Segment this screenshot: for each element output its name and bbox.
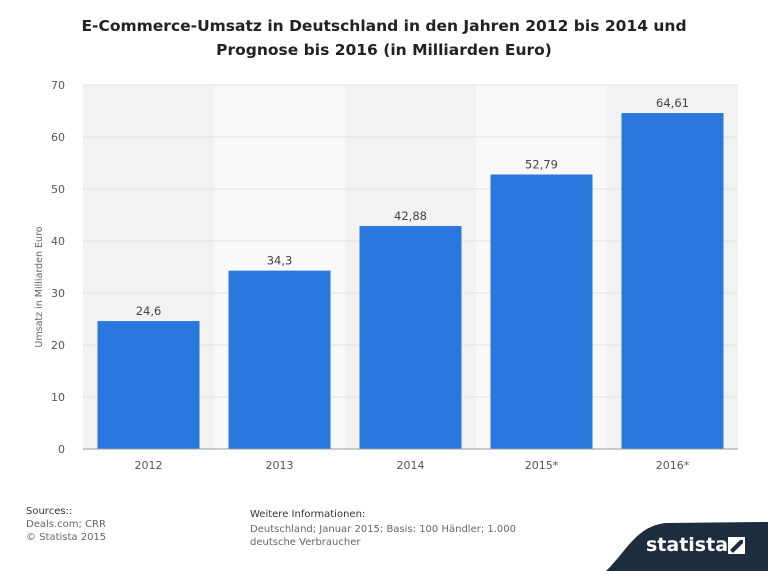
sources-line-1: Deals.com; CRR	[26, 519, 106, 530]
x-tick-label: 2015*	[525, 459, 559, 472]
more-info-block: Weitere Informationen: Deutschland; Janu…	[250, 508, 520, 549]
statista-logo[interactable]: statista	[646, 534, 729, 556]
x-axis-ticks: 2012 2013 2014 2015* 2016*	[135, 459, 690, 472]
bar-value-label: 52,79	[525, 157, 558, 171]
bar-value-label: 24,6	[136, 304, 162, 318]
x-tick-label: 2013	[266, 459, 294, 472]
y-axis-ticks: 0 10 20 30 40 50 60 70	[51, 79, 65, 456]
sources-block: Sources:: Deals.com; CRR © Statista 2015	[26, 505, 106, 544]
y-tick-label: 20	[51, 339, 65, 352]
bar[interactable]	[97, 321, 200, 449]
x-tick-label: 2014	[397, 459, 425, 472]
chart-title-line-1: E-Commerce-Umsatz in Deutschland in den …	[81, 17, 687, 35]
chart-title-line-2: Prognose bis 2016 (in Milliarden Euro)	[216, 41, 552, 59]
bar[interactable]	[621, 113, 724, 449]
y-tick-label: 70	[51, 79, 65, 92]
y-tick-label: 60	[51, 131, 65, 144]
x-tick-label: 2016*	[656, 459, 690, 472]
statista-logo-icon	[728, 537, 745, 554]
y-tick-label: 10	[51, 391, 65, 404]
y-tick-label: 40	[51, 235, 65, 248]
bar-value-label: 42,88	[394, 209, 427, 223]
sources-heading: Sources::	[26, 506, 73, 517]
y-tick-label: 0	[58, 443, 65, 456]
more-info-text: Deutschland; Januar 2015; Basis: 100 Hän…	[250, 524, 517, 548]
x-tick-label: 2012	[135, 459, 163, 472]
y-axis-label: Umsatz in Milliarden Euro	[34, 226, 45, 347]
bar[interactable]	[359, 226, 462, 449]
bar-value-label: 64,61	[656, 96, 689, 110]
y-tick-label: 50	[51, 183, 65, 196]
more-info-heading: Weitere Informationen:	[250, 509, 366, 520]
bar[interactable]	[228, 270, 331, 449]
bar-value-label: 34,3	[267, 254, 293, 268]
data-labels: 24,6 34,3 42,88 52,79 64,61	[136, 96, 689, 318]
sources-line-2: © Statista 2015	[26, 532, 107, 543]
chart-title: E-Commerce-Umsatz in Deutschland in den …	[0, 14, 768, 62]
y-tick-label: 30	[51, 287, 65, 300]
bar[interactable]	[490, 174, 593, 449]
statista-brand-banner	[606, 522, 768, 571]
bars	[97, 113, 724, 449]
